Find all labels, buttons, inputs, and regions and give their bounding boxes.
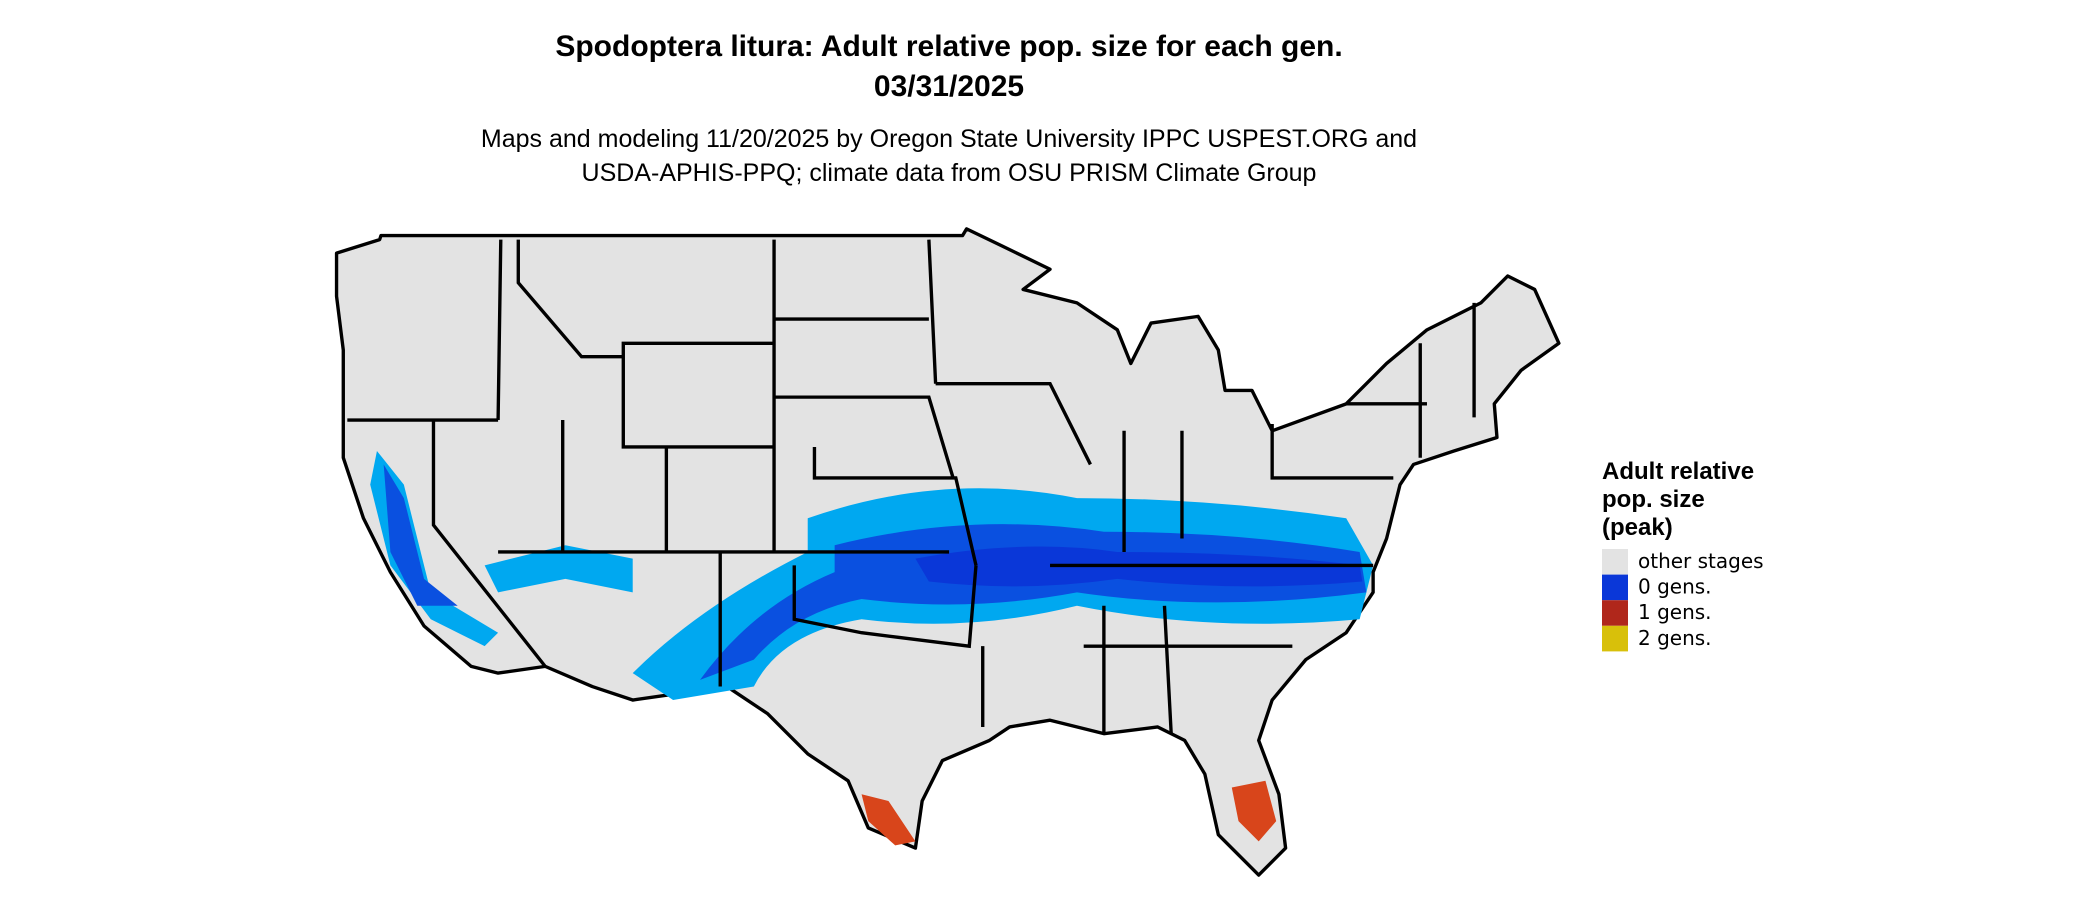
legend-swatch <box>1602 549 1628 575</box>
title: Spodoptera litura: Adult relative pop. s… <box>555 30 1342 63</box>
legend-label: 0 gens. <box>1638 575 1712 599</box>
legend-swatch <box>1602 600 1628 626</box>
state-borders <box>347 239 1476 734</box>
us-map <box>334 227 1561 877</box>
subtitle: USDA-APHIS-PPQ; climate data from OSU PR… <box>582 159 1317 187</box>
legend-swatch <box>1602 625 1628 652</box>
date: 03/31/2025 <box>874 70 1024 103</box>
legend-title: Adult relative <box>1602 458 1754 485</box>
subtitle: Maps and modeling 11/20/2025 by Oregon S… <box>481 125 1417 153</box>
legend-label: 1 gens. <box>1638 600 1712 624</box>
one-gen-region <box>861 780 1277 846</box>
zero-gen-region <box>383 464 1367 680</box>
legend-swatch <box>1602 574 1628 601</box>
legend-title: pop. size <box>1602 486 1705 513</box>
legend-title: (peak) <box>1602 514 1673 541</box>
legend-label: other stages <box>1638 549 1764 573</box>
legend: Adult relative pop. size (peak) other st… <box>1602 458 1764 652</box>
legend-label: 2 gens. <box>1638 626 1712 650</box>
